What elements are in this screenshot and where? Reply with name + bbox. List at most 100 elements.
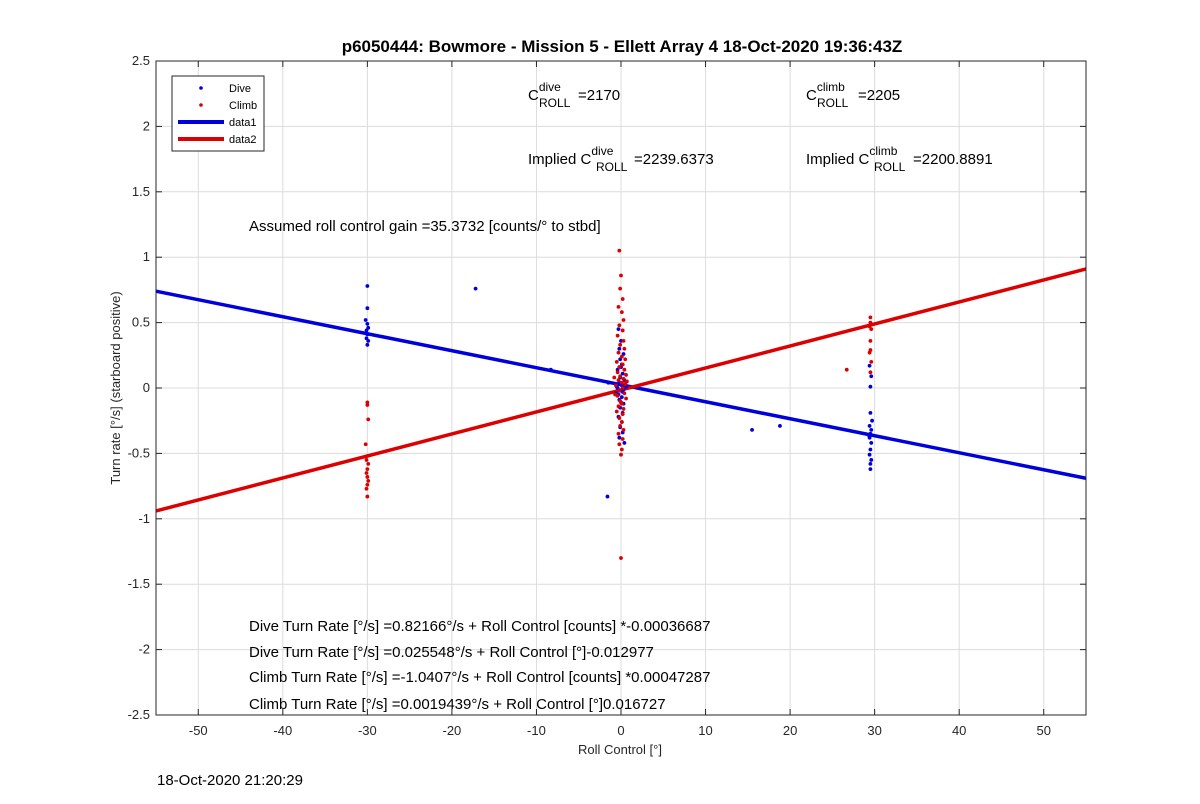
- legend: Dive Climb data1 data2: [171, 75, 265, 152]
- climb-point: [614, 383, 618, 388]
- dive-point: [869, 441, 874, 445]
- dive-point: [867, 424, 872, 428]
- c-roll-dive-annotation: Cdive ROLL =2170: [528, 80, 620, 110]
- climb-point: [366, 461, 371, 466]
- climb-point: [613, 392, 617, 397]
- climb-point: [625, 379, 629, 384]
- dive-point: [365, 306, 370, 311]
- dive-point: [365, 342, 370, 347]
- climb-point: [364, 471, 369, 475]
- dive-point: [365, 332, 370, 337]
- climb-point: [614, 409, 619, 414]
- y-tick-label: -1.5: [128, 576, 150, 591]
- climb-point: [615, 333, 620, 338]
- legend-climb-label: Climb: [229, 100, 257, 112]
- dive-point: [620, 371, 625, 376]
- dive-point: [617, 435, 622, 440]
- climb-point: [621, 427, 626, 432]
- climb-point: [365, 482, 370, 487]
- climb-point: [365, 400, 370, 405]
- climb-point: [616, 378, 621, 383]
- climb-point: [621, 339, 626, 343]
- climb-point: [624, 396, 628, 401]
- climb-point: [619, 380, 624, 385]
- dive-point: [869, 374, 874, 379]
- x-tick-label: 50: [1036, 723, 1050, 738]
- dive-point: [606, 380, 611, 385]
- implied-c-roll-dive-annotation: Implied Cdive ROLL =2239.6373: [528, 144, 714, 174]
- climb-point: [366, 478, 371, 483]
- x-tick-label: 10: [698, 723, 712, 738]
- x-tick-label: -30: [358, 723, 377, 738]
- x-tick-label: 30: [867, 723, 881, 738]
- climb-point: [621, 318, 626, 322]
- roll-gain-annotation: Assumed roll control gain =35.3732 [coun…: [249, 218, 601, 235]
- climb-equation-degrees: Climb Turn Rate [°/s] =0.0019439°/s + Ro…: [249, 696, 666, 713]
- dive-point: [616, 327, 621, 332]
- y-tick-label: -2: [138, 642, 150, 657]
- dive-point: [778, 424, 782, 428]
- climb-point: [365, 475, 370, 479]
- y-tick-label: 0: [143, 380, 150, 395]
- climb-point: [619, 354, 624, 359]
- dive-point: [867, 452, 872, 457]
- footer-timestamp: 18-Oct-2020 21:20:29: [157, 772, 303, 789]
- axis-ticks: -50 -40 -30 -20 -10 0 10 20 30 40 50-2.5-2-1.5-1-0…: [128, 53, 1086, 738]
- climb-point: [868, 370, 873, 375]
- y-tick-label: -2.5: [128, 707, 150, 722]
- climb-point: [618, 286, 623, 291]
- dive-point: [869, 458, 874, 462]
- climb-point: [614, 359, 619, 364]
- climb-point: [622, 367, 627, 372]
- dive-point: [868, 410, 873, 415]
- y-tick-label: -1: [138, 511, 150, 526]
- dive-equation-counts: Dive Turn Rate [°/s] =0.82166°/s + Roll …: [249, 618, 710, 635]
- dive-point: [750, 427, 754, 432]
- climb-point: [620, 328, 625, 333]
- climb-point: [624, 373, 628, 377]
- climb-point: [363, 442, 368, 447]
- climb-point: [868, 320, 873, 325]
- climb-point: [364, 486, 369, 491]
- climb-point: [618, 342, 623, 347]
- climb-point: [617, 388, 622, 393]
- dive-point: [869, 427, 874, 432]
- climb-point: [619, 556, 623, 560]
- dive-point: [622, 441, 627, 445]
- climb-point: [617, 365, 622, 369]
- legend-data2-label: data2: [229, 134, 257, 146]
- climb-point: [616, 431, 621, 436]
- climb-point: [618, 424, 623, 428]
- y-tick-label: 2: [143, 118, 150, 133]
- x-tick-label: -40: [273, 723, 292, 738]
- climb-point: [619, 273, 623, 278]
- dive-point: [867, 363, 872, 368]
- climb-point: [617, 416, 622, 420]
- climb-point: [616, 404, 621, 409]
- climb-point: [365, 494, 370, 499]
- y-axis-label: Turn rate [°/s] (starboard positive): [108, 291, 123, 484]
- climb-point: [869, 327, 874, 332]
- x-tick-label: 40: [952, 723, 966, 738]
- climb-point: [867, 350, 872, 355]
- climb-point: [620, 437, 625, 441]
- climb-point: [868, 339, 873, 343]
- climb-point: [616, 350, 621, 355]
- dive-point: [363, 318, 368, 322]
- legend-dive-marker: [199, 86, 203, 90]
- dive-point: [870, 418, 874, 423]
- dive-point: [868, 447, 873, 452]
- dive-point: [868, 467, 873, 471]
- climb-point: [868, 315, 873, 320]
- climb-point: [365, 403, 370, 407]
- x-tick-label: 20: [783, 723, 797, 738]
- c-roll-climb-annotation: Cclimb ROLL =2205: [806, 80, 900, 110]
- dive-point: [548, 367, 553, 372]
- legend-data1-label: data1: [229, 117, 257, 129]
- x-tick-label: -10: [527, 723, 546, 738]
- climb-point: [615, 370, 620, 375]
